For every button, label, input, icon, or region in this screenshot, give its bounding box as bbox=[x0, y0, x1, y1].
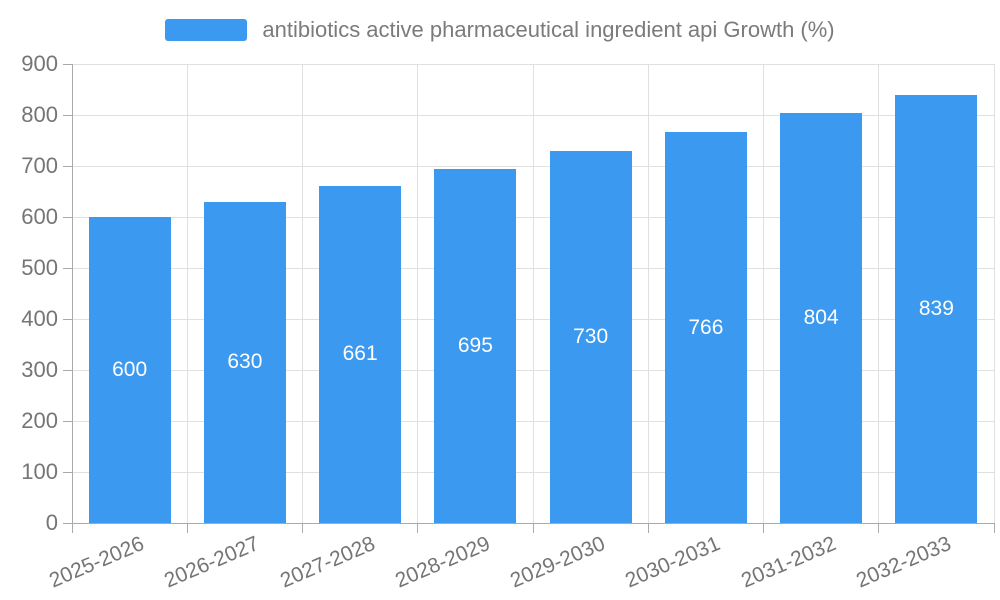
y-axis-tick bbox=[63, 318, 72, 320]
x-axis-tick bbox=[417, 523, 419, 533]
x-axis-label: 2030-2031 bbox=[622, 532, 724, 593]
bar-value-label: 630 bbox=[227, 350, 263, 374]
bar-value-label: 600 bbox=[112, 358, 148, 381]
x-axis-label: 2029-2030 bbox=[507, 532, 609, 593]
bar-value-label: 730 bbox=[573, 324, 609, 348]
y-axis-label: 300 bbox=[21, 357, 58, 382]
bar-value-label: 804 bbox=[803, 305, 839, 329]
bar[interactable]: 661 bbox=[319, 185, 402, 523]
x-axis-tick bbox=[878, 523, 880, 533]
bar[interactable]: 766 bbox=[664, 132, 747, 523]
y-axis-label: 0 bbox=[45, 510, 58, 535]
y-axis-label: 900 bbox=[21, 51, 58, 76]
bar[interactable]: 630 bbox=[203, 201, 286, 523]
legend-swatch bbox=[165, 19, 248, 41]
bar[interactable]: 600 bbox=[88, 217, 171, 523]
x-axis-tick bbox=[993, 523, 995, 533]
x-axis-label: 2032-2033 bbox=[852, 532, 955, 593]
y-axis-tick bbox=[63, 420, 72, 422]
x-axis-tick bbox=[302, 523, 303, 533]
y-axis-line bbox=[71, 64, 73, 533]
bar-value-label: 695 bbox=[457, 333, 493, 357]
x-axis-tick bbox=[532, 523, 534, 533]
bar[interactable]: 804 bbox=[780, 112, 863, 523]
bar[interactable]: 695 bbox=[434, 168, 517, 523]
y-axis-label: 200 bbox=[21, 408, 58, 433]
bar-value-label: 839 bbox=[918, 297, 954, 321]
y-axis-label: 800 bbox=[21, 102, 58, 127]
x-axis-tick bbox=[763, 523, 764, 533]
y-axis-tick bbox=[63, 114, 72, 116]
bar[interactable]: 839 bbox=[895, 95, 978, 523]
gridline-vertical bbox=[417, 64, 419, 523]
x-axis-label: 2028-2029 bbox=[391, 532, 494, 593]
y-axis-label: 700 bbox=[21, 153, 58, 178]
gridline-vertical bbox=[647, 64, 649, 523]
x-axis-label: 2026-2027 bbox=[161, 532, 263, 593]
gridline-vertical bbox=[302, 64, 303, 523]
bar-value-label: 661 bbox=[342, 342, 378, 366]
gridline-vertical bbox=[532, 64, 534, 523]
x-axis-label: 2027-2028 bbox=[276, 532, 379, 593]
y-axis-tick bbox=[63, 165, 72, 167]
x-axis-label: 2031-2032 bbox=[737, 532, 840, 593]
x-axis-label: 2025-2026 bbox=[46, 532, 148, 593]
y-axis-label: 100 bbox=[21, 459, 58, 484]
y-axis-tick bbox=[63, 216, 72, 218]
x-axis-tick bbox=[647, 523, 649, 533]
y-axis-label: 500 bbox=[21, 255, 58, 280]
y-axis-tick bbox=[63, 267, 72, 269]
y-axis-tick bbox=[63, 369, 72, 371]
gridline-vertical bbox=[993, 64, 995, 523]
gridline-vertical bbox=[763, 64, 764, 523]
y-axis-label: 400 bbox=[21, 306, 58, 331]
y-axis-label: 600 bbox=[21, 204, 58, 229]
y-axis-tick bbox=[63, 63, 72, 65]
bar-value-label: 766 bbox=[688, 315, 724, 339]
x-axis-tick bbox=[186, 523, 188, 533]
legend-label: antibiotics active pharmaceutical ingred… bbox=[262, 17, 835, 42]
legend[interactable]: antibiotics active pharmaceutical ingred… bbox=[0, 17, 1000, 43]
x-axis-line bbox=[63, 522, 994, 524]
bar[interactable]: 730 bbox=[549, 150, 632, 523]
y-axis-tick bbox=[63, 471, 72, 473]
gridline-vertical bbox=[186, 64, 188, 523]
gridline-vertical bbox=[878, 64, 880, 523]
